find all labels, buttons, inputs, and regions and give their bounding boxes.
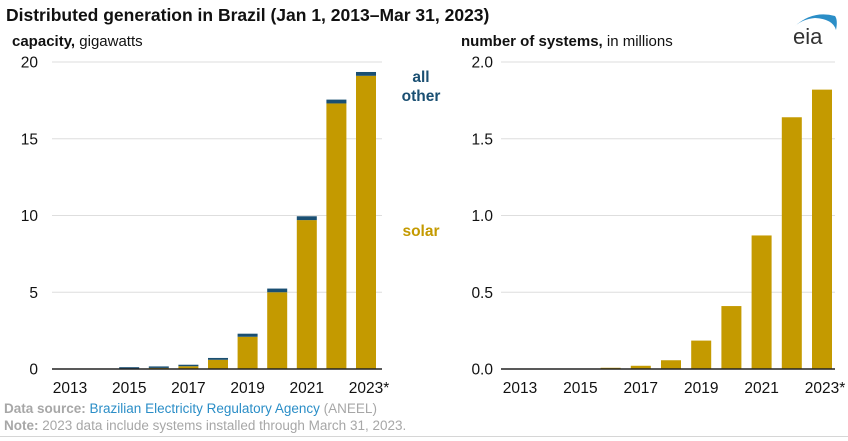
bar-all-other-2016 — [148, 366, 169, 368]
chart-title: Distributed generation in Brazil (Jan 1,… — [6, 5, 490, 25]
note-text: 2023 data include systems installed thro… — [42, 418, 407, 433]
x-tick-label: 2015 — [563, 380, 597, 397]
bar-all-other-2020 — [267, 288, 288, 293]
legend-all-other-line2: other — [402, 88, 441, 105]
x-tick-label: 2013 — [53, 380, 87, 397]
bar-systems-2019 — [691, 340, 712, 369]
x-tick-label: 2021 — [744, 380, 778, 397]
bar-systems-2021 — [751, 235, 772, 369]
systems-chart: 0.0 0.5 1.0 1.5 2.0 2013 2015 2017 2019 2021 2023… — [471, 55, 846, 398]
bar-solar-2021 — [296, 220, 317, 369]
right-gridlines — [501, 61, 835, 293]
bar-all-other-2023 — [356, 71, 376, 76]
x-tick-label: 2021 — [290, 380, 324, 397]
x-tick-label: 2017 — [624, 380, 658, 397]
x-tick-label: 2015 — [112, 380, 146, 397]
left-units-bold: capacity, — [12, 33, 76, 50]
bar-solar-2018 — [208, 359, 228, 369]
right-units-rest: in millions — [606, 33, 673, 50]
y-tick-label: 15 — [21, 131, 38, 148]
bar-all-other-2022 — [326, 99, 347, 104]
left-bars — [89, 71, 376, 369]
right-units-bold: number of systems, — [461, 33, 603, 50]
y-tick-label: 2.0 — [471, 55, 493, 72]
bar-solar-2022 — [326, 103, 347, 369]
left-y-tick-labels: 0 5 10 15 20 — [21, 55, 39, 379]
x-tick-label: 2019 — [684, 380, 718, 397]
bar-all-other-2017 — [178, 364, 199, 367]
right-bars — [540, 89, 832, 369]
x-tick-label: 2023* — [805, 380, 846, 397]
legend-solar: solar — [402, 223, 439, 240]
left-chart-units: capacity, gigawatts — [12, 33, 143, 50]
bar-all-other-2021 — [296, 216, 317, 221]
eia-logo-icon: eia — [793, 14, 837, 48]
x-tick-label: 2023* — [349, 380, 390, 397]
bar-all-other-2015 — [119, 367, 140, 369]
y-tick-label: 0.5 — [471, 285, 493, 302]
note: Note: 2023 data include systems installe… — [4, 418, 406, 433]
right-x-tick-labels: 2013 2015 2017 2019 2021 2023* — [503, 380, 846, 397]
eia-logo-text: eia — [793, 24, 823, 48]
capacity-chart: 0 5 10 15 20 2013 2015 2017 2019 2021 2023* all o… — [21, 55, 441, 398]
x-tick-label: 2019 — [230, 380, 264, 397]
bar-solar-2023 — [356, 75, 376, 369]
bar-systems-2022 — [781, 117, 802, 369]
bar-all-other-2018 — [208, 357, 228, 360]
bar-solar-2019 — [237, 336, 258, 369]
bar-all-other-2019 — [237, 333, 258, 337]
bar-systems-2018 — [661, 360, 681, 369]
data-source: Data source: Brazilian Electricity Regul… — [4, 401, 377, 416]
y-tick-label: 5 — [29, 285, 38, 302]
y-tick-label: 20 — [21, 55, 39, 72]
right-y-tick-labels: 0.0 0.5 1.0 1.5 2.0 — [471, 55, 493, 379]
y-tick-label: 1.5 — [471, 131, 493, 148]
bar-systems-2023 — [812, 89, 832, 369]
bottom-divider — [0, 436, 848, 437]
x-tick-label: 2013 — [503, 380, 537, 397]
y-tick-label: 10 — [21, 208, 39, 225]
bar-systems-2017 — [630, 365, 651, 369]
y-tick-label: 0.0 — [471, 362, 493, 379]
source-link[interactable]: Brazilian Electricity Regulatory Agency — [89, 401, 320, 416]
eia-logo-arc — [795, 14, 837, 30]
y-tick-label: 0 — [29, 362, 38, 379]
x-tick-label: 2017 — [171, 380, 205, 397]
bar-solar-2020 — [267, 292, 288, 369]
bar-solar-2017 — [178, 366, 199, 369]
source-label: Data source: — [4, 401, 86, 416]
source-suffix: (ANEEL) — [323, 401, 377, 416]
legend-all-other-line1: all — [412, 69, 429, 86]
bar-systems-2020 — [721, 306, 742, 369]
left-x-tick-labels: 2013 2015 2017 2019 2021 2023* — [53, 380, 390, 397]
left-units-rest: gigawatts — [79, 33, 143, 50]
y-tick-label: 1.0 — [471, 208, 493, 225]
note-label: Note: — [4, 418, 39, 433]
right-chart-units: number of systems, in millions — [461, 33, 673, 50]
